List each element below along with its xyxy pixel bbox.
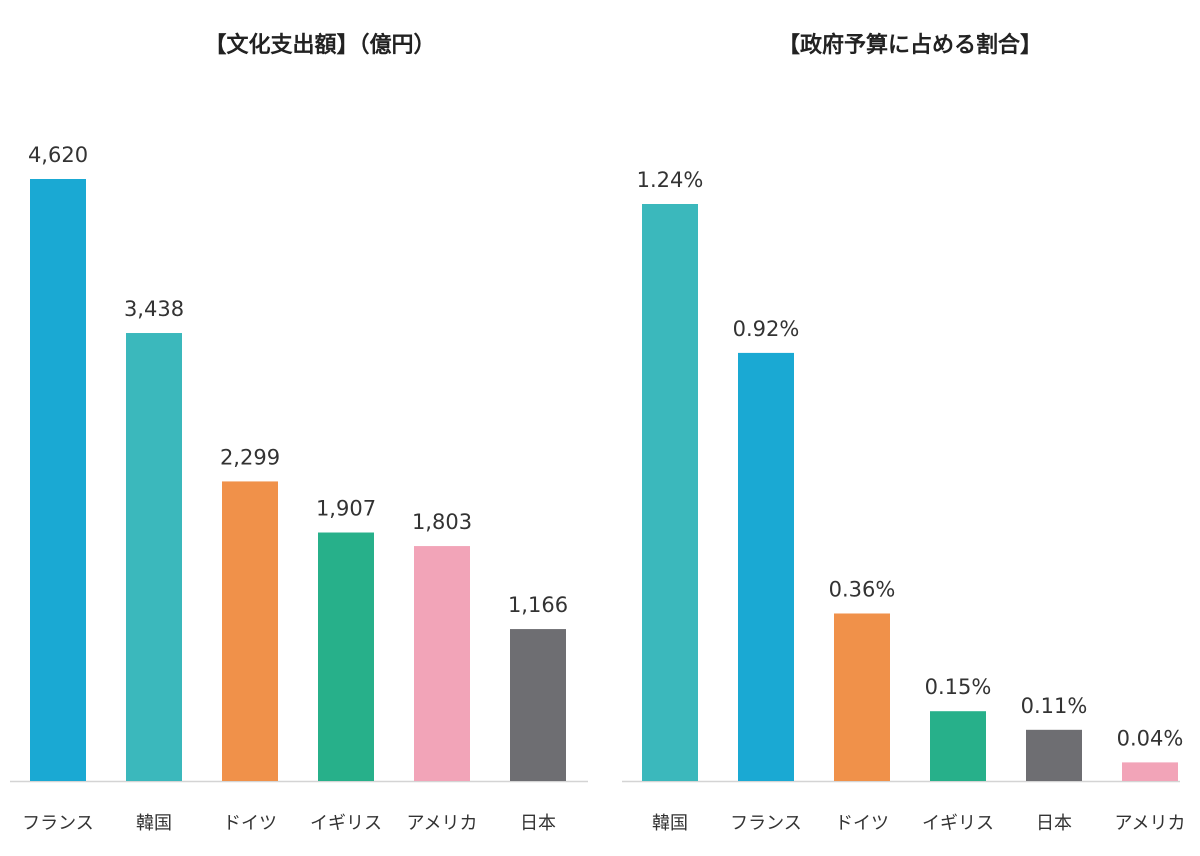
x-tick-label: 日本 xyxy=(1036,813,1072,834)
x-tick-label: ドイツ xyxy=(835,813,889,834)
bar xyxy=(510,629,566,781)
bar xyxy=(414,546,470,781)
x-tick-label: アメリカ xyxy=(406,813,477,834)
x-tick-label: ドイツ xyxy=(223,813,277,834)
bar xyxy=(738,352,794,781)
bar xyxy=(834,613,890,781)
data-label: 1,166 xyxy=(508,593,568,617)
data-label: 3,438 xyxy=(124,297,184,321)
data-label: 0.11% xyxy=(1021,694,1088,718)
data-label: 0.92% xyxy=(733,317,800,341)
bar xyxy=(1026,729,1082,781)
data-label: 0.04% xyxy=(1117,726,1184,750)
bar xyxy=(318,532,374,781)
x-tick-label: 日本 xyxy=(520,813,556,834)
x-tick-label: 韓国 xyxy=(652,813,688,834)
bar xyxy=(222,481,278,781)
data-label: 2,299 xyxy=(220,445,280,469)
bar xyxy=(642,204,698,781)
bar xyxy=(30,179,86,781)
chart-title: 【文化支出額】（億円） xyxy=(204,32,435,58)
x-tick-label: 韓国 xyxy=(136,813,172,834)
bar xyxy=(1122,762,1178,781)
culture-spending-chart: 【文化支出額】（億円） 4,620 フランス 3,438 韓国 2,299 ドイツ 1,90… xyxy=(10,32,588,834)
bar xyxy=(930,711,986,781)
bar xyxy=(126,333,182,781)
data-label: 0.15% xyxy=(925,675,992,699)
data-label: 1.24% xyxy=(637,168,704,192)
data-label: 4,620 xyxy=(28,143,88,167)
data-label: 0.36% xyxy=(829,577,896,601)
x-tick-label: アメリカ xyxy=(1114,813,1185,834)
data-label: 1,907 xyxy=(316,497,376,521)
x-tick-label: フランス xyxy=(22,813,94,834)
x-tick-label: イギリス xyxy=(310,813,382,834)
budget-share-chart: 【政府予算に占める割合】 1.24% 韓国 0.92% フランス 0.36% ドイツ 0.1… xyxy=(622,32,1186,834)
x-tick-label: フランス xyxy=(730,813,802,834)
chart-title: 【政府予算に占める割合】 xyxy=(778,32,1042,58)
x-tick-label: イギリス xyxy=(922,813,994,834)
data-label: 1,803 xyxy=(412,510,472,534)
